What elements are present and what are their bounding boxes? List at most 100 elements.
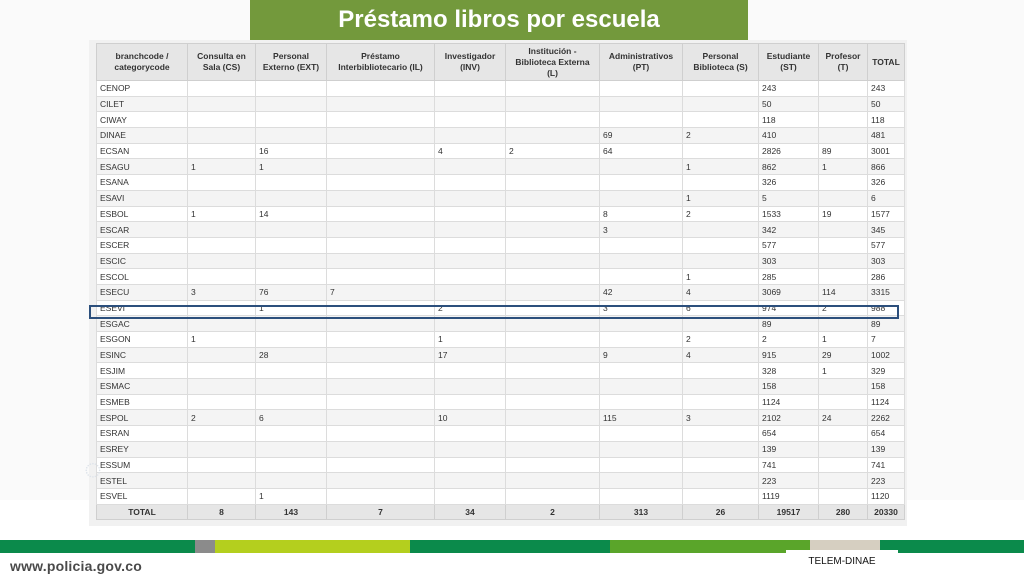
table-cell (326, 127, 435, 144)
column-header-line: Consulta en (197, 51, 246, 61)
table-cell (682, 221, 759, 238)
column-header-line: Externo (EXT) (262, 62, 320, 72)
total-cell: 34 (434, 503, 506, 521)
column-header-line: Personal (702, 51, 739, 61)
table-cell: 654 (758, 425, 819, 442)
table-cell (326, 221, 435, 238)
table-cell (434, 456, 506, 474)
table-cell (187, 268, 256, 285)
footer-stripe (880, 540, 1024, 553)
table-cell: 6 (255, 409, 327, 427)
row-label-cell: ESBOL (96, 205, 188, 223)
table-cell (818, 127, 868, 144)
table-row: ESMEB 1124 1124 (96, 393, 905, 411)
table-cell: 158 (758, 378, 819, 395)
table-cell: 1 (818, 331, 868, 348)
table-row: CILET 50 50 (96, 95, 905, 113)
column-header-line: (L) (547, 67, 558, 78)
table-cell (682, 252, 759, 270)
total-cell: 8 (187, 503, 256, 521)
table-cell (818, 174, 868, 191)
table-cell: 2262 (867, 409, 905, 427)
table-cell (326, 80, 435, 97)
table-cell: 29 (818, 346, 868, 364)
column-header: Administrativos (PT) (599, 43, 683, 81)
column-header: Personal Biblioteca (S) (682, 43, 759, 81)
table-cell: 2 (682, 127, 759, 144)
column-header: Profesor (T) (818, 43, 868, 81)
table-cell: 2 (505, 142, 600, 160)
table-cell: 89 (818, 142, 868, 160)
table-row: ESPOL 2 6 10 115 3 2102 24 2262 (96, 409, 905, 427)
footer-stripe (215, 540, 410, 553)
table-cell (505, 189, 600, 207)
table-cell: 14 (255, 205, 327, 223)
table-cell: 4 (682, 346, 759, 364)
loans-by-school-table: branchcode / categorycode Consulta en Sala … (96, 43, 905, 521)
table-cell (326, 440, 435, 458)
table-cell: 114 (818, 283, 868, 301)
table-cell: 741 (867, 456, 905, 474)
table-cell (255, 221, 327, 238)
table-cell (599, 425, 683, 442)
table-cell (818, 252, 868, 270)
table-row: ESAVI 1 5 6 (96, 189, 905, 207)
row-label-cell: ESGON (96, 331, 188, 348)
table-cell: 6 (867, 189, 905, 207)
table-cell: 481 (867, 127, 905, 144)
table-cell (434, 80, 506, 97)
table-cell (326, 142, 435, 160)
table-cell (599, 378, 683, 395)
table-cell (682, 362, 759, 380)
table-cell: 3069 (758, 283, 819, 301)
table-cell (599, 158, 683, 176)
site-url[interactable]: www.policia.gov.co (10, 558, 142, 574)
table-cell (599, 252, 683, 270)
table-cell (434, 95, 506, 113)
footer-stripe (0, 540, 195, 553)
table-cell: 2102 (758, 409, 819, 427)
table-cell (187, 440, 256, 458)
table-cell: 326 (867, 174, 905, 191)
table-cell (187, 95, 256, 113)
table-cell: 1 (255, 158, 327, 176)
table-cell (818, 80, 868, 97)
table-cell (187, 236, 256, 254)
row-label-cell: ESAVI (96, 189, 188, 207)
table-cell: 4 (434, 142, 506, 160)
table-cell (434, 252, 506, 270)
table-cell (599, 315, 683, 332)
table-cell (326, 331, 435, 348)
table-cell: 89 (867, 315, 905, 332)
table-cell (326, 456, 435, 474)
table-cell (255, 127, 327, 144)
table-cell (818, 236, 868, 254)
table-cell: 42 (599, 283, 683, 301)
table-cell: 28 (255, 346, 327, 364)
table-cell (187, 487, 256, 505)
table-cell: 1 (255, 299, 327, 317)
table-cell (187, 111, 256, 129)
table-cell (255, 331, 327, 348)
footer-stripe (410, 540, 610, 553)
table-cell (187, 346, 256, 364)
table-cell: 1 (187, 158, 256, 176)
table-cell (505, 158, 600, 176)
table-cell: 16 (255, 142, 327, 160)
table-cell (255, 362, 327, 380)
row-label-cell: ESMAC (96, 378, 188, 395)
table-cell (326, 268, 435, 285)
table-cell (434, 189, 506, 207)
table-cell (682, 393, 759, 411)
table-cell (818, 393, 868, 411)
table-cell (326, 378, 435, 395)
table-cell (326, 95, 435, 113)
footer-label: TELEM-DINAE (786, 550, 898, 572)
table-cell (434, 472, 506, 489)
table-cell (505, 409, 600, 427)
table-cell (818, 111, 868, 129)
table-cell: 862 (758, 158, 819, 176)
row-label-cell: ESANA (96, 174, 188, 191)
table-cell (682, 95, 759, 113)
table-cell (187, 221, 256, 238)
